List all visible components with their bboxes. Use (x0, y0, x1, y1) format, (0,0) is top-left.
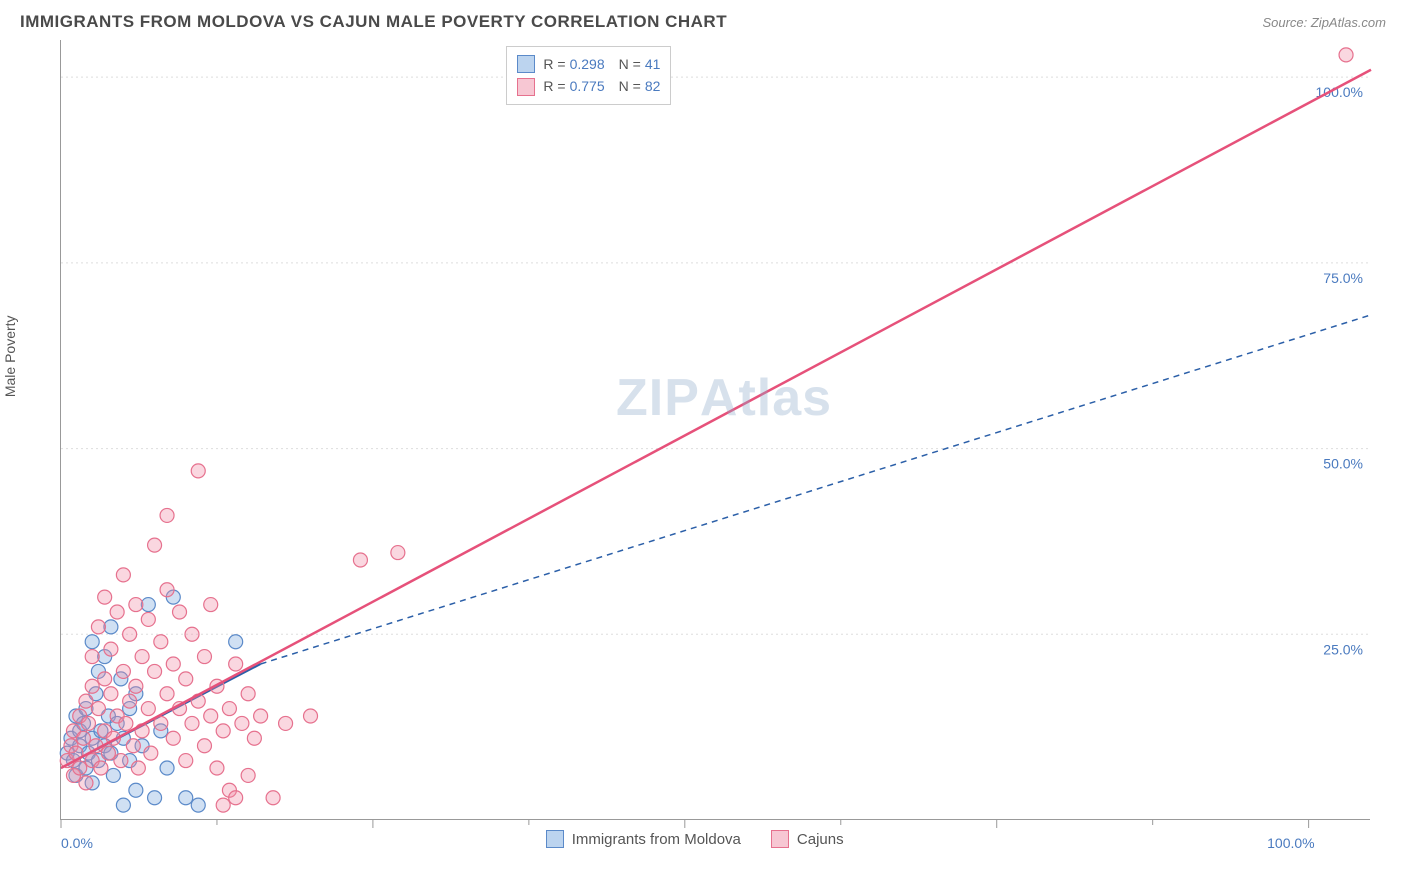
legend-swatch-icon (771, 830, 789, 848)
svg-text:0.0%: 0.0% (61, 835, 93, 851)
series-legend-label: Cajuns (797, 831, 844, 848)
correlation-legend: R =0.298N =41R =0.775N =82 (506, 46, 671, 105)
chart-header: IMMIGRANTS FROM MOLDOVA VS CAJUN MALE PO… (0, 0, 1406, 40)
source-attribution: Source: ZipAtlas.com (1262, 15, 1386, 30)
series-legend-label: Immigrants from Moldova (572, 831, 741, 848)
legend-swatch-icon (517, 78, 535, 96)
legend-row-cajuns: R =0.775N =82 (517, 75, 660, 97)
series-legend-item-moldova: Immigrants from Moldova (546, 830, 741, 848)
svg-text:75.0%: 75.0% (1323, 270, 1363, 286)
legend-row-moldova: R =0.298N =41 (517, 53, 660, 75)
svg-text:50.0%: 50.0% (1323, 456, 1363, 472)
scatter-plot: 25.0%50.0%75.0%100.0%0.0%100.0%ZIPAtlasR… (60, 40, 1370, 820)
series-legend: Immigrants from Moldova Cajuns (546, 830, 844, 848)
chart-title: IMMIGRANTS FROM MOLDOVA VS CAJUN MALE PO… (20, 12, 727, 32)
y-axis-label: Male Poverty (2, 315, 18, 397)
series-legend-item-cajuns: Cajuns (771, 830, 844, 848)
legend-swatch-icon (546, 830, 564, 848)
svg-text:100.0%: 100.0% (1267, 835, 1314, 851)
svg-text:25.0%: 25.0% (1323, 641, 1363, 657)
legend-swatch-icon (517, 55, 535, 73)
